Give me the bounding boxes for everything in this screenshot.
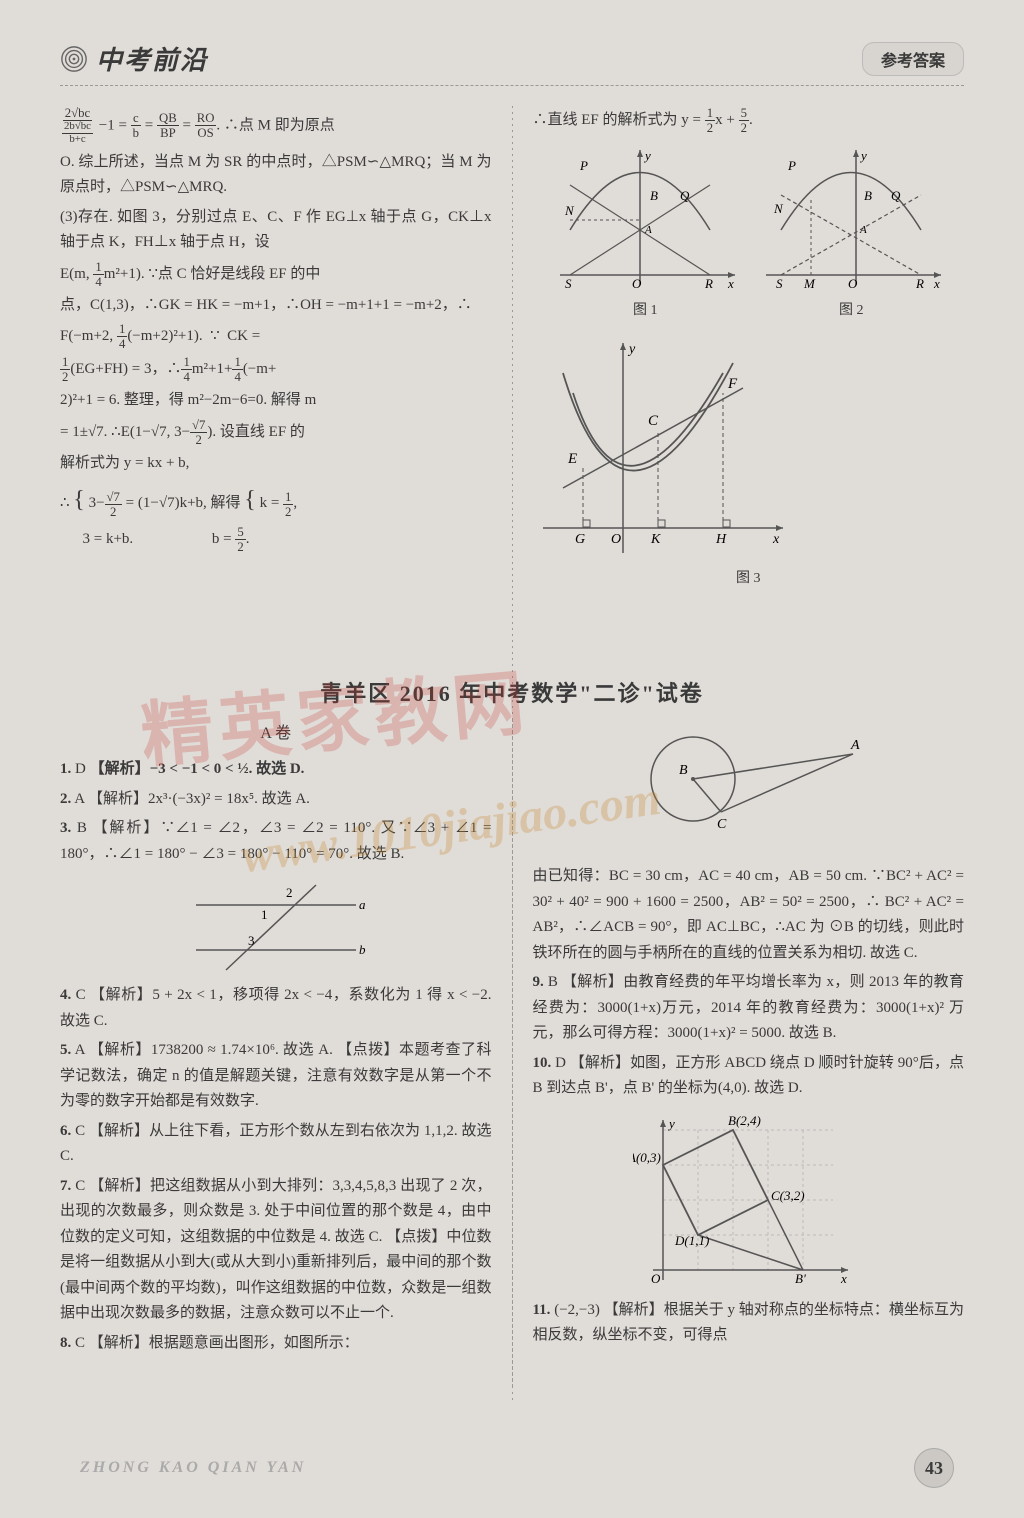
item-11: 11. (−2,−3) 【解析】根据关于 y 轴对称点的坐标特点：横坐标互为相反… <box>533 1298 965 1349</box>
svg-text:O: O <box>651 1271 661 1286</box>
math-text: ∴直线 EF 的解析式为 y = 12x + 52. <box>533 106 965 135</box>
math-text: 解析式为 y = kx + b, <box>60 451 492 477</box>
svg-text:B: B <box>864 188 872 203</box>
svg-text:a: a <box>359 897 366 912</box>
figure-1: P N B Q A S O R x y 图 1 <box>550 145 740 323</box>
page-header: 中考前沿 参考答案 <box>60 40 964 86</box>
math-text: (3)存在. 如图 3，分别过点 E、C、F 作 EG⊥x 轴于点 G，CK⊥x… <box>60 205 492 256</box>
column-divider-2 <box>512 720 513 1400</box>
svg-text:Q: Q <box>680 188 690 203</box>
svg-text:F: F <box>727 376 738 392</box>
item-10: 10. D 【解析】如图，正方形 ABCD 绕点 D 顺时针旋转 90°后，点 … <box>533 1051 965 1102</box>
math-text: 2)²+1 = 6. 整理，得 m²−2m−6=0. 解得 m <box>60 388 492 414</box>
item-2: 2. A 【解析】2x³·(−3x)² = 18x⁵. 故选 A. <box>60 787 492 813</box>
svg-text:P: P <box>787 158 796 173</box>
svg-text:2: 2 <box>286 885 293 900</box>
svg-text:S: S <box>565 276 572 291</box>
svg-text:A: A <box>644 224 652 236</box>
svg-text:B: B <box>679 763 688 778</box>
math-text: E(m, 14m²+1). ∵点 C 恰好是线段 EF 的中 <box>60 260 492 289</box>
item-1: 1. D 【解析】−3 < −1 < 0 < ½. 故选 D. <box>60 757 492 783</box>
svg-text:O: O <box>848 276 858 291</box>
figure-row-12: P N B Q A S O R x y 图 1 <box>533 145 965 323</box>
subtitle: A 卷 <box>60 720 492 747</box>
concentric-circles-icon <box>60 45 88 73</box>
math-text: 12(EG+FH) = 3，∴14m²+1+14(−m+ <box>60 355 492 384</box>
svg-text:y: y <box>627 342 636 357</box>
figure-2: P N B Q A S M O R x y 图 2 <box>756 145 946 323</box>
figure-circle: B C A <box>533 724 965 854</box>
svg-text:E: E <box>567 451 577 467</box>
item-3: 3. B 【解析】∵∠1 = ∠2，∠3 = ∠2 = 110°. 又∵∠3 +… <box>60 816 492 867</box>
svg-text:C: C <box>648 413 659 429</box>
svg-text:3: 3 <box>248 933 255 948</box>
fig1-caption: 图 1 <box>550 299 740 323</box>
item-8: 8. C 【解析】根据题意画出图形，如图所示： <box>60 1331 492 1357</box>
svg-text:H: H <box>715 532 727 547</box>
svg-text:G: G <box>575 532 585 547</box>
svg-text:y: y <box>859 148 867 163</box>
svg-text:x: x <box>772 532 780 547</box>
page-footer: ZHONG KAO QIAN YAN 43 <box>80 1448 954 1488</box>
svg-text:O: O <box>611 532 621 547</box>
svg-text:R: R <box>704 276 713 291</box>
svg-text:N: N <box>773 201 784 216</box>
svg-text:S: S <box>776 276 783 291</box>
item-6: 6. C 【解析】从上往下看，正方形个数从左到右依次为 1,1,2. 故选 C. <box>60 1119 492 1170</box>
math-text: O. 综上所述，当点 M 为 SR 的中点时，△PSM∽△MRQ；当 M 为原点… <box>60 150 492 201</box>
svg-text:A: A <box>859 224 867 236</box>
svg-text:O: O <box>632 276 642 291</box>
svg-text:A: A <box>850 738 860 753</box>
svg-text:1: 1 <box>261 907 268 922</box>
left-column-2: A 卷 1. D 【解析】−3 < −1 < 0 < ½. 故选 D. 2. A… <box>60 720 492 1400</box>
math-text: 3 = k+b. b = 52. <box>60 525 492 554</box>
footer-pinyin: ZHONG KAO QIAN YAN <box>80 1459 306 1477</box>
item-7: 7. C 【解析】把这组数据从小到大排列：3,3,4,5,8,3 出现了 2 次… <box>60 1174 492 1327</box>
svg-text:R: R <box>915 276 924 291</box>
svg-text:b: b <box>359 942 366 957</box>
svg-text:A(0,3): A(0,3) <box>633 1150 661 1165</box>
svg-text:K: K <box>650 532 661 547</box>
svg-text:C: C <box>717 817 727 832</box>
right-column-2: B C A 由已知得：BC = 30 cm，AC = 40 cm，AB = 50… <box>533 720 965 1400</box>
figure-square: B(2,4) A(0,3) C(3,2) D(1,1) O B' x y <box>533 1110 965 1290</box>
header-title: 中考前沿 <box>96 40 208 77</box>
svg-text:x: x <box>933 276 940 291</box>
svg-text:C(3,2): C(3,2) <box>771 1188 805 1203</box>
answer-badge: 参考答案 <box>862 42 964 76</box>
item-5: 5. A 【解析】1738200 ≈ 1.74×10⁶. 故选 A. 【点拨】本… <box>60 1038 492 1115</box>
svg-text:y: y <box>667 1116 675 1131</box>
math-text: 2√bc2b√bcb+c −1 = cb = QBBP = ROOS. ∴点 M… <box>60 106 492 146</box>
math-text: ∴ { 3−√72 = (1−√7)k+b, 解得 { k = 12, <box>60 480 492 521</box>
fig2-caption: 图 2 <box>756 299 946 323</box>
svg-text:M: M <box>803 276 816 291</box>
svg-text:x: x <box>727 276 734 291</box>
figure-3: E C F G O K H x y 图 3 <box>533 333 965 591</box>
item-8-cont: 由已知得：BC = 30 cm，AC = 40 cm，AB = 50 cm. ∵… <box>533 864 965 966</box>
math-text: = 1±√7. ∴E(1−√7, 3−√72). 设直线 EF 的 <box>60 418 492 447</box>
svg-text:B: B <box>650 188 658 203</box>
item-9: 9. B 【解析】由教育经费的年平均增长率为 x，则 2013 年的教育经费为：… <box>533 970 965 1047</box>
header-logo: 中考前沿 <box>60 40 208 77</box>
svg-text:P: P <box>579 158 588 173</box>
math-text: 点，C(1,3)，∴GK = HK = −m+1，∴OH = −m+1+1 = … <box>60 293 492 319</box>
fig3-caption: 图 3 <box>533 567 965 591</box>
svg-text:B(2,4): B(2,4) <box>728 1113 761 1128</box>
svg-text:B': B' <box>795 1271 806 1286</box>
math-text: F(−m+2, 14(−m+2)²+1). ∵ CK = <box>60 322 492 351</box>
svg-text:y: y <box>643 148 651 163</box>
svg-text:D(1,1): D(1,1) <box>674 1233 709 1248</box>
content-columns-2: A 卷 1. D 【解析】−3 < −1 < 0 < ½. 故选 D. 2. A… <box>60 720 964 1400</box>
item-4: 4. C 【解析】5 + 2x < 1，移项得 2x < −4，系数化为 1 得… <box>60 983 492 1034</box>
figure-lines: 2 1 3 a b <box>60 875 492 975</box>
svg-text:x: x <box>840 1271 847 1286</box>
svg-text:Q: Q <box>891 188 901 203</box>
svg-text:N: N <box>564 203 575 218</box>
page-number: 43 <box>914 1448 954 1488</box>
